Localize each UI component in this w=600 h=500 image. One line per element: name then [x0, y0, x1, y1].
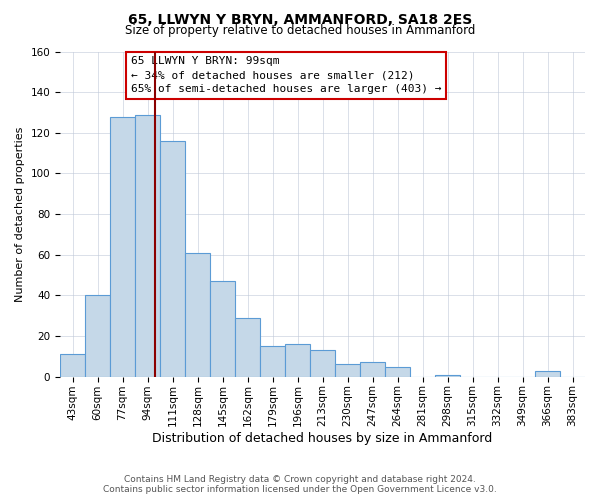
Bar — [435, 374, 460, 376]
Bar — [185, 252, 210, 376]
Bar — [260, 346, 285, 376]
Bar — [310, 350, 335, 376]
Bar — [85, 296, 110, 376]
Text: Size of property relative to detached houses in Ammanford: Size of property relative to detached ho… — [125, 24, 475, 37]
Bar — [335, 364, 360, 376]
Bar — [135, 114, 160, 376]
Bar — [285, 344, 310, 376]
Bar — [235, 318, 260, 376]
Bar — [210, 281, 235, 376]
Bar — [385, 366, 410, 376]
Text: Contains HM Land Registry data © Crown copyright and database right 2024.
Contai: Contains HM Land Registry data © Crown c… — [103, 474, 497, 494]
Bar — [60, 354, 85, 376]
Text: 65 LLWYN Y BRYN: 99sqm
← 34% of detached houses are smaller (212)
65% of semi-de: 65 LLWYN Y BRYN: 99sqm ← 34% of detached… — [131, 56, 442, 94]
Text: 65, LLWYN Y BRYN, AMMANFORD, SA18 2ES: 65, LLWYN Y BRYN, AMMANFORD, SA18 2ES — [128, 12, 472, 26]
Bar — [360, 362, 385, 376]
Bar — [160, 141, 185, 376]
Bar — [110, 116, 135, 376]
X-axis label: Distribution of detached houses by size in Ammanford: Distribution of detached houses by size … — [152, 432, 493, 445]
Y-axis label: Number of detached properties: Number of detached properties — [15, 126, 25, 302]
Bar — [535, 370, 560, 376]
